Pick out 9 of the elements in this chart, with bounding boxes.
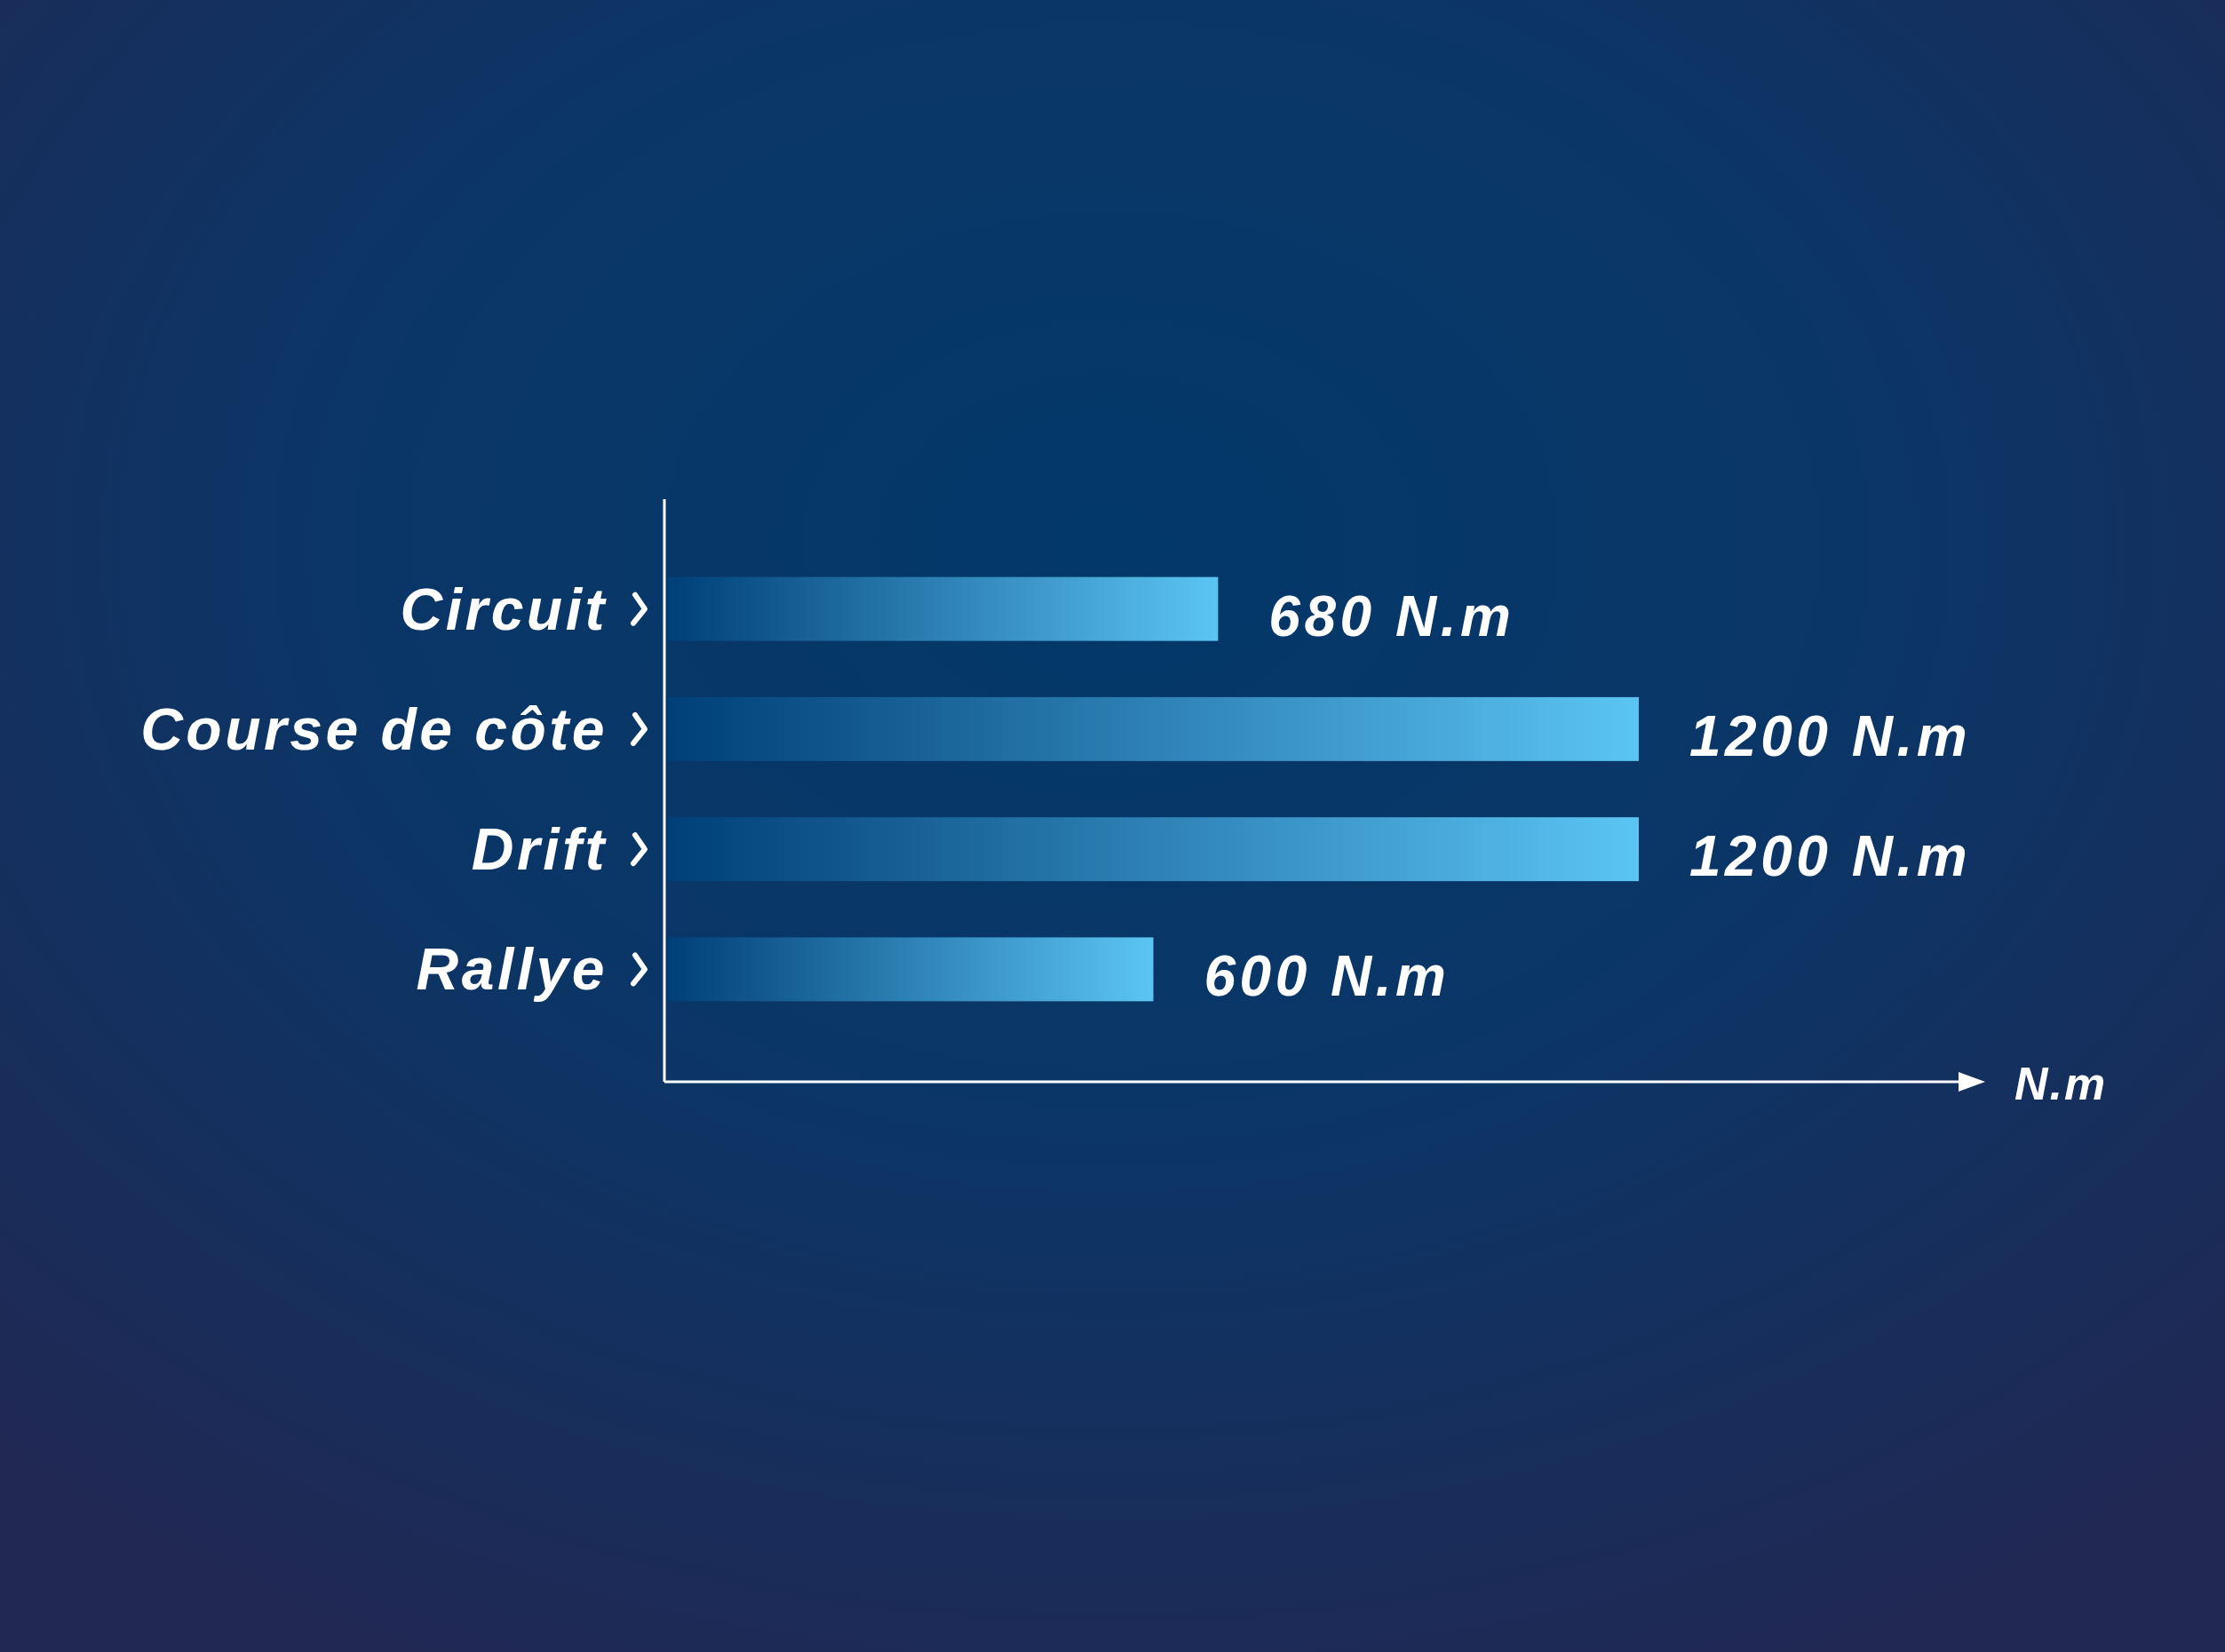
y-tick-label: Drift (471, 816, 608, 883)
data-label: 1200 N.m (1689, 703, 1972, 768)
y-tick-label: Circuit (400, 576, 608, 642)
data-label: 1200 N.m (1689, 824, 1972, 889)
y-tick-label: Rallye (416, 936, 608, 1003)
text: N.m (2014, 1058, 2108, 1109)
data-label: 600 N.m (1204, 944, 1450, 1009)
y-tick-label: Course de côte (140, 695, 608, 762)
data-label: 680 N.m (1268, 584, 1515, 648)
